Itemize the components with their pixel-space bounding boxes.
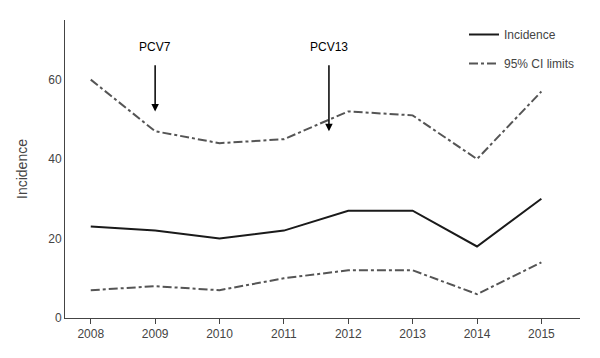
svg-text:60: 60 xyxy=(48,73,62,87)
svg-text:2013: 2013 xyxy=(399,327,426,341)
svg-text:0: 0 xyxy=(55,311,62,325)
svg-text:2010: 2010 xyxy=(206,327,233,341)
svg-text:2009: 2009 xyxy=(142,327,169,341)
svg-text:Incidence: Incidence xyxy=(504,28,556,42)
svg-text:2014: 2014 xyxy=(464,327,491,341)
svg-text:Incidence: Incidence xyxy=(14,139,30,199)
svg-text:2012: 2012 xyxy=(335,327,362,341)
svg-text:PCV7: PCV7 xyxy=(139,40,171,54)
svg-text:PCV13: PCV13 xyxy=(310,40,348,54)
svg-text:95% CI limits: 95% CI limits xyxy=(504,57,574,71)
svg-text:2011: 2011 xyxy=(271,327,297,341)
svg-text:40: 40 xyxy=(48,152,62,166)
svg-text:2008: 2008 xyxy=(77,327,104,341)
svg-text:2015: 2015 xyxy=(528,327,555,341)
svg-text:20: 20 xyxy=(48,232,62,246)
